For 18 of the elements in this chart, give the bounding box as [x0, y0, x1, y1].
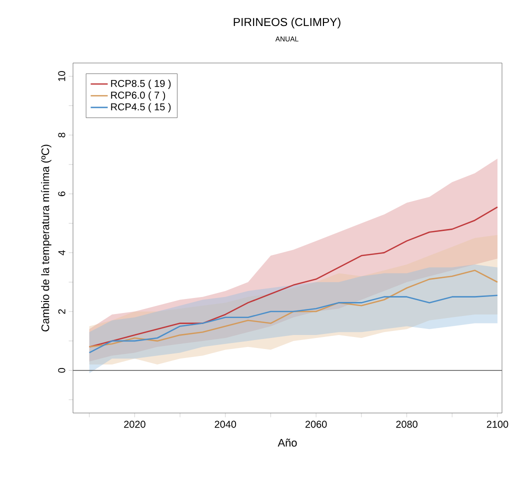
- x-axis-title: Año: [278, 438, 297, 447]
- x-tick-label: 2040: [214, 420, 236, 428]
- legend-label: RCP8.5 ( 19 ): [111, 80, 171, 89]
- x-tick-label: 2060: [305, 420, 327, 428]
- y-tick-label: 8: [58, 132, 66, 138]
- chart-title: PIRINEOS (CLIMPY): [234, 18, 340, 28]
- x-tick-label: 2020: [124, 420, 146, 428]
- y-tick-label: 4: [58, 250, 66, 256]
- y-tick-label: 0: [58, 368, 66, 373]
- x-tick-label: 2080: [396, 420, 418, 428]
- y-tick-label: 2: [58, 309, 66, 314]
- y-tick-label: 10: [58, 71, 66, 82]
- y-tick-label: 6: [58, 192, 66, 196]
- y-axis-title: Cambio de la temperatura mínima (ºC): [41, 144, 52, 332]
- x-tick-label: 2100: [486, 420, 508, 428]
- legend-label: RCP6.0 ( 7 ): [111, 91, 166, 101]
- line-series: [88, 294, 498, 354]
- legend-label: RCP4.5 ( 15 ): [111, 103, 171, 112]
